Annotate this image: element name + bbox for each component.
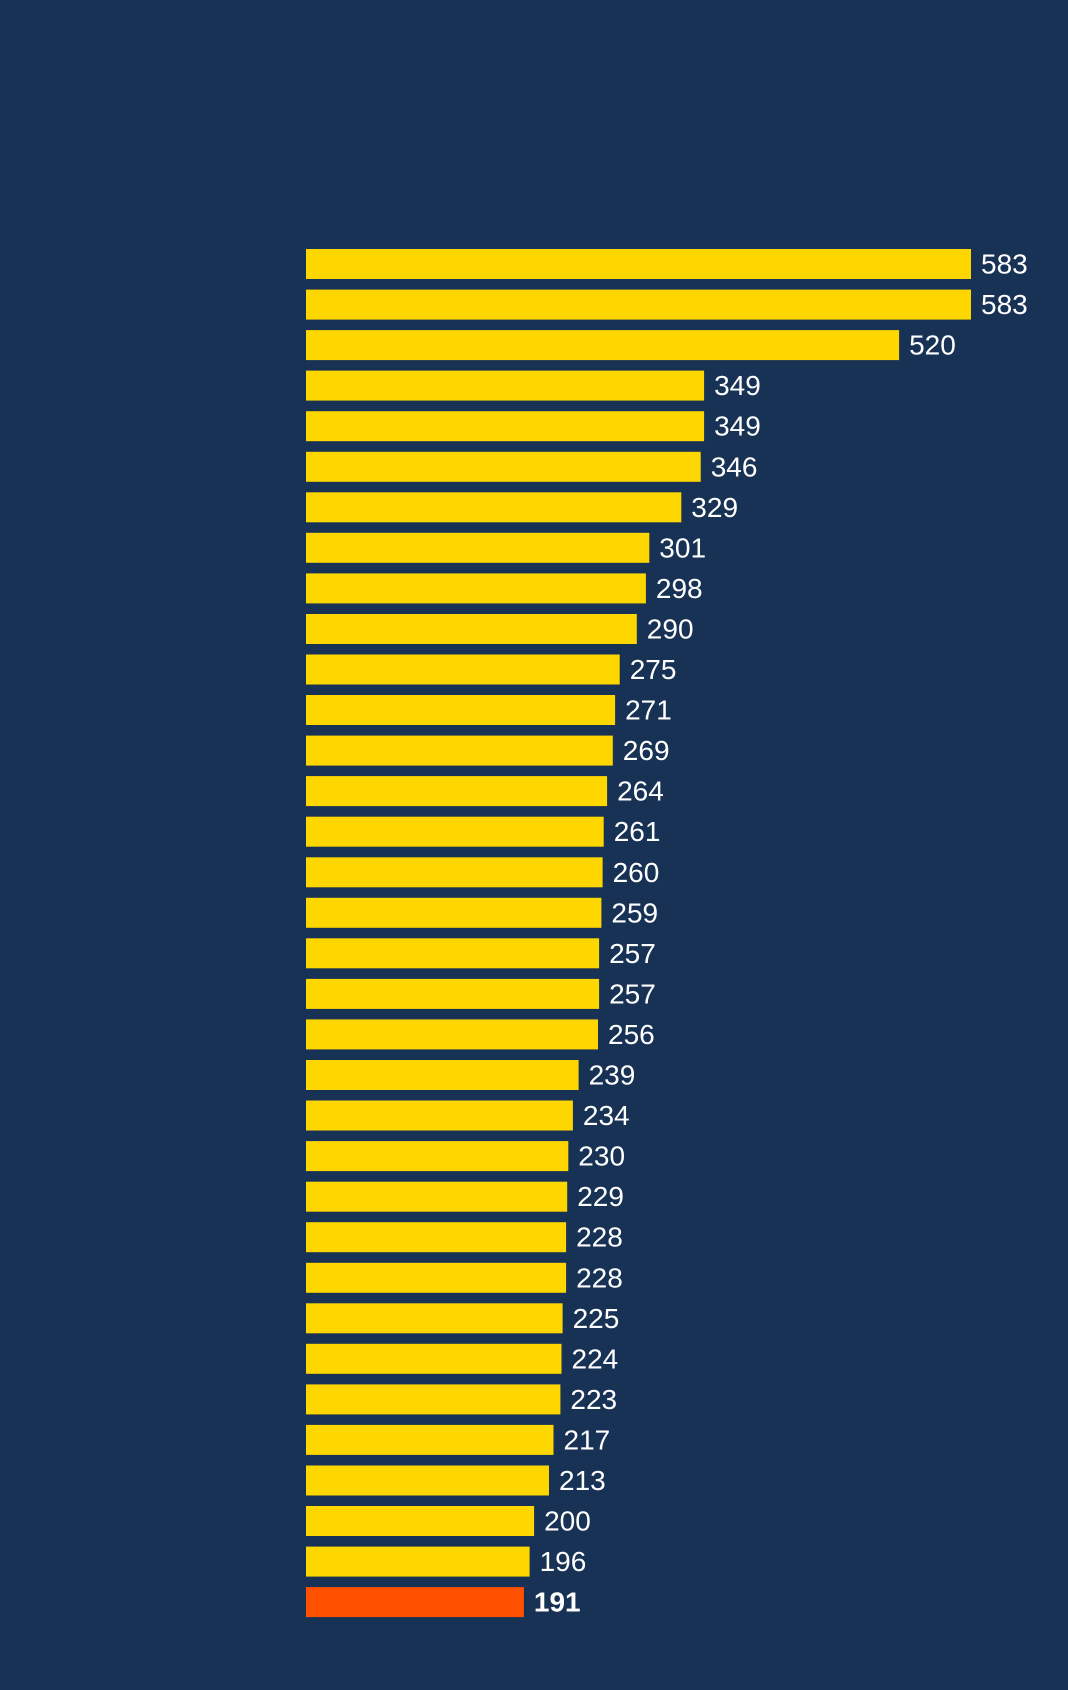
bar: [306, 1465, 549, 1496]
bar-highlight: [306, 1587, 524, 1618]
bar: [306, 1303, 563, 1334]
data-label: 298: [656, 573, 703, 604]
data-label: 269: [623, 735, 670, 766]
data-label: 275: [630, 654, 677, 685]
bar: [306, 492, 682, 523]
data-label: 301: [659, 532, 706, 563]
bar: [306, 1100, 573, 1131]
value-labels-group: 583 583 520 349 349 346 329 301 298 290 275 271 269 2…: [534, 249, 1028, 1618]
bar: [306, 411, 705, 442]
data-label: 257: [609, 938, 656, 969]
data-label: 260: [613, 857, 660, 888]
data-label: 228: [576, 1262, 623, 1293]
bar: [306, 1141, 569, 1172]
bar: [306, 532, 650, 563]
bar: [306, 978, 600, 1009]
data-label: 329: [691, 492, 738, 523]
bar: [306, 938, 600, 969]
data-label: 271: [625, 695, 672, 726]
data-label: 583: [981, 289, 1028, 320]
data-label: 349: [714, 370, 761, 401]
bar: [306, 695, 616, 725]
data-label: 264: [617, 776, 664, 807]
data-label: 213: [559, 1465, 606, 1496]
bar: [306, 289, 971, 320]
data-label: 239: [589, 1060, 636, 1091]
data-label: 223: [570, 1384, 617, 1415]
data-label: 290: [647, 614, 694, 645]
data-label: 228: [576, 1222, 623, 1253]
data-label: 234: [583, 1100, 630, 1131]
bar: [306, 1343, 562, 1374]
data-label: 259: [611, 897, 658, 928]
bar: [306, 1506, 535, 1536]
data-label: 217: [564, 1424, 611, 1455]
bar: [306, 614, 637, 644]
bar: [306, 330, 900, 361]
bar: [306, 1060, 579, 1090]
data-label: 224: [572, 1343, 619, 1374]
bar: [306, 816, 604, 847]
bar: [306, 857, 603, 888]
bar: [306, 735, 613, 766]
bar: [306, 1181, 568, 1212]
data-label: 200: [544, 1506, 591, 1537]
bar: [306, 451, 701, 482]
data-label: 230: [578, 1141, 625, 1172]
bar: [306, 776, 608, 807]
bar: [306, 1546, 530, 1577]
data-label: 261: [614, 816, 661, 847]
data-label: 349: [714, 411, 761, 442]
bar: [306, 1424, 554, 1455]
bar: [306, 1222, 567, 1253]
bar: [306, 897, 602, 928]
data-label: 346: [711, 451, 758, 482]
bars-group: [306, 249, 971, 1618]
bar: [306, 1019, 598, 1050]
bar: [306, 249, 971, 279]
data-label: 256: [608, 1019, 655, 1050]
data-label: 191: [534, 1587, 581, 1618]
bar: [306, 1384, 561, 1415]
bar: [306, 1262, 567, 1293]
bar: [306, 370, 705, 401]
bar: [306, 573, 646, 604]
bar: [306, 654, 620, 685]
data-label: 520: [909, 330, 956, 361]
data-label: 257: [609, 978, 656, 1009]
data-label: 225: [573, 1303, 620, 1334]
data-label: 229: [577, 1181, 624, 1212]
data-label: 196: [540, 1546, 587, 1577]
data-label: 583: [981, 249, 1028, 280]
